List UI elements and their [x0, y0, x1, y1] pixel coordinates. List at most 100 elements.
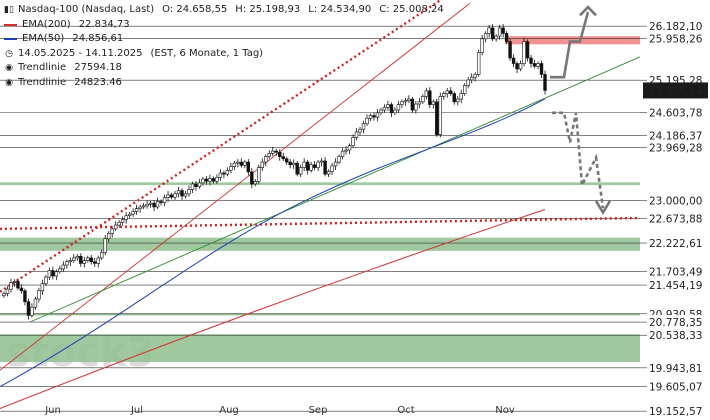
price-label-bg — [643, 193, 708, 208]
candle-body — [274, 150, 278, 153]
candle-body — [208, 178, 212, 182]
candle-body — [239, 161, 244, 166]
candle-body — [183, 193, 188, 197]
price-label: 26.182,10 — [649, 21, 702, 33]
candle-body — [463, 85, 467, 94]
candle-body — [476, 52, 481, 75]
candle-body — [194, 183, 198, 188]
price-label-bg — [643, 379, 708, 394]
candle-body — [40, 283, 45, 292]
candle-body — [410, 98, 415, 111]
candle-body — [2, 293, 6, 297]
month-label: Jul — [130, 405, 143, 416]
legend-ohlc-row: ▮▯ Nasdaq-100 (Nasdaq, Last) O: 24.658,5… — [4, 3, 444, 18]
candle-body — [278, 151, 282, 157]
ema200-swatch — [4, 23, 17, 26]
ema200-label: EMA(200) — [22, 18, 71, 30]
candle-body — [386, 104, 390, 108]
candle-body — [148, 202, 153, 205]
candle-body — [323, 160, 327, 175]
candle-body — [501, 27, 505, 34]
candle-body — [543, 74, 547, 91]
price-axis: 26.182,1025.958,2625.195,2824.603,7824.1… — [640, 19, 708, 419]
candle-body — [515, 63, 519, 70]
candle-body — [166, 194, 170, 198]
candle-body — [525, 41, 530, 59]
candle-body — [522, 41, 526, 64]
candle-body — [298, 167, 303, 175]
candle-body — [393, 109, 397, 114]
candle-body — [400, 101, 404, 105]
candle-body — [96, 257, 100, 264]
candle-body — [12, 281, 17, 283]
price-label-bg — [643, 128, 708, 143]
price-label: 20.778,35 — [649, 317, 702, 329]
candle-body — [532, 63, 537, 67]
candle-body — [58, 268, 62, 272]
candle-body — [529, 57, 533, 64]
candle-body — [449, 90, 453, 94]
target-icon: ◉ — [5, 63, 13, 73]
candle-body — [236, 161, 240, 164]
ema50-value: 24.856,61 — [72, 33, 124, 44]
horizontal-lines-layer — [0, 25, 640, 412]
close-value: C: 25.008,24 — [379, 4, 444, 15]
candle-body — [361, 123, 366, 130]
price-label-bg — [643, 140, 708, 155]
month-label: Sep — [309, 405, 328, 416]
month-label: Jun — [44, 405, 61, 416]
price-label-bg — [643, 105, 708, 120]
candle-body — [354, 131, 359, 138]
candle-body — [138, 206, 142, 209]
green-trendline — [29, 56, 641, 323]
candle-body — [316, 161, 320, 168]
candle-body — [47, 270, 52, 278]
date-range: 14.05.2025 - 14.11.2025 — [18, 47, 143, 59]
candle-body — [372, 115, 376, 118]
candle-body — [442, 93, 446, 97]
price-label-bg — [643, 236, 708, 251]
low-value: L: 24.534,90 — [308, 4, 372, 15]
candle-body — [326, 171, 331, 175]
legend-ema50-row: EMA(50) 24.856,61 — [4, 32, 444, 47]
projection-arrows — [550, 5, 612, 215]
candle-body — [539, 63, 544, 75]
candle-body — [229, 166, 233, 171]
candle-body — [309, 164, 313, 171]
ema50-swatch — [4, 38, 17, 41]
candle-body — [162, 197, 167, 203]
candle-body — [173, 193, 177, 198]
candle-body — [16, 281, 20, 289]
price-label: 19.152,57 — [649, 406, 702, 418]
price-label: 23.000,00 — [649, 195, 702, 207]
ema50-line — [0, 98, 546, 388]
price-label: 19.943,81 — [649, 363, 702, 375]
trendline1-label: Trendlinie — [18, 62, 67, 73]
trendline-dotted-lower — [0, 216, 641, 231]
candle-body — [187, 189, 191, 195]
price-label-bg — [643, 211, 708, 226]
candle-body — [257, 167, 261, 182]
candle-body — [180, 190, 184, 197]
candle-body — [340, 150, 345, 157]
candle-body — [222, 172, 226, 175]
candle-body — [250, 171, 254, 185]
price-label: 19.605,07 — [649, 381, 702, 393]
candle-body — [33, 298, 38, 308]
candle-body — [382, 107, 387, 111]
candle-body — [253, 180, 258, 185]
ema200-line — [0, 209, 546, 409]
candle-body — [65, 261, 69, 266]
candle-body — [267, 153, 271, 157]
candle-body — [232, 162, 237, 167]
candle-body — [389, 104, 394, 114]
candle-body — [152, 202, 156, 208]
price-label: 20.538,33 — [649, 330, 702, 342]
candle-body — [72, 257, 76, 261]
candle-body — [518, 63, 523, 70]
candle-body — [428, 90, 432, 105]
current-price-bg — [643, 82, 708, 99]
candle-body — [319, 160, 324, 163]
candle-body — [190, 183, 195, 190]
